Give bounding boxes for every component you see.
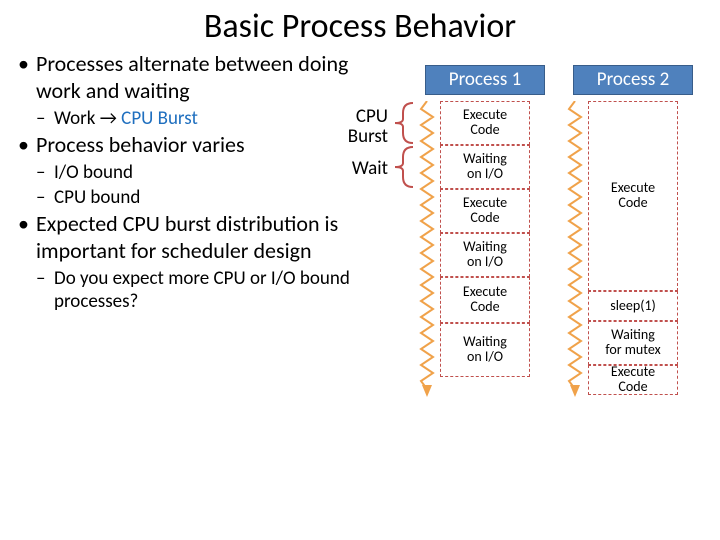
zigzag-p2	[566, 101, 584, 397]
content-row: Processes alternate between doing work a…	[0, 47, 720, 511]
bullet-2: Process behavior varies	[18, 132, 358, 159]
bullet-2a: I/O bound	[18, 161, 358, 184]
label-cpu-burst: CPU Burst	[336, 107, 388, 147]
process-2-header: Process 2	[573, 65, 693, 95]
p2-seg-1: Execute Code	[588, 101, 678, 291]
zigzag-p1	[418, 101, 436, 397]
p1-seg-4: Waiting on I/O	[440, 233, 530, 277]
bullet-3: Expected CPU burst distribution is impor…	[18, 211, 358, 265]
bullet-3a: Do you expect more CPU or I/O bound proc…	[18, 267, 358, 313]
p1-seg-2: Waiting on I/O	[440, 145, 530, 189]
p1-seg-6: Waiting on I/O	[440, 323, 530, 377]
label-wait: Wait	[336, 159, 388, 179]
bullet-1a-pre: Work	[54, 107, 100, 130]
process-1-header: Process 1	[425, 65, 545, 95]
p2-seg-4: Execute Code	[588, 365, 678, 395]
brace-wait	[389, 145, 417, 194]
bullet-1a: Work → CPU Burst	[18, 107, 358, 130]
slide-title: Basic Process Behavior	[0, 0, 720, 47]
p1-seg-5: Execute Code	[440, 277, 530, 323]
arrow-icon: →	[100, 107, 117, 130]
bullet-1a-post: CPU Burst	[117, 107, 198, 130]
p1-seg-3: Execute Code	[440, 189, 530, 233]
bullet-2b: CPU bound	[18, 186, 358, 209]
diagram-area: CPU Burst Wait Process 1 Process 2	[358, 51, 710, 511]
p2-seg-3: Waiting for mutex	[588, 321, 678, 365]
brace-cpu-burst	[389, 101, 417, 150]
bullet-1: Processes alternate between doing work a…	[18, 51, 358, 105]
bullet-column: Processes alternate between doing work a…	[18, 51, 358, 511]
p2-seg-2: sleep(1)	[588, 291, 678, 321]
p1-seg-1: Execute Code	[440, 101, 530, 145]
